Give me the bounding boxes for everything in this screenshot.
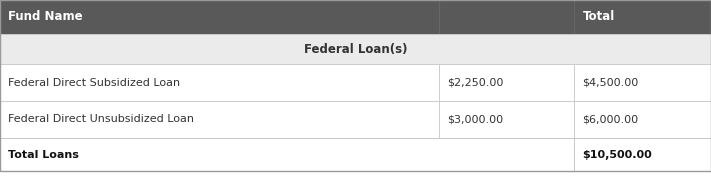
Text: $2,250.00: $2,250.00 bbox=[447, 77, 503, 87]
Text: Fund Name: Fund Name bbox=[8, 10, 82, 24]
Text: Federal Loan(s): Federal Loan(s) bbox=[304, 43, 407, 56]
Bar bbox=[0, 34, 711, 64]
Bar bbox=[574, 138, 711, 171]
Bar bbox=[574, 64, 711, 101]
Text: $6,000.00: $6,000.00 bbox=[582, 115, 638, 125]
Bar bbox=[0, 64, 439, 101]
Text: $10,500.00: $10,500.00 bbox=[582, 150, 652, 159]
Text: Total: Total bbox=[582, 10, 615, 24]
Text: $3,000.00: $3,000.00 bbox=[447, 115, 503, 125]
Bar bbox=[574, 101, 711, 138]
Text: Federal Direct Subsidized Loan: Federal Direct Subsidized Loan bbox=[8, 77, 180, 87]
Bar bbox=[0, 101, 439, 138]
Text: Total Loans: Total Loans bbox=[8, 150, 79, 159]
Bar bbox=[439, 0, 574, 34]
Text: Federal Direct Unsubsidized Loan: Federal Direct Unsubsidized Loan bbox=[8, 115, 194, 125]
Text: $4,500.00: $4,500.00 bbox=[582, 77, 638, 87]
Bar bbox=[439, 64, 574, 101]
Bar bbox=[0, 0, 439, 34]
Bar bbox=[574, 0, 711, 34]
Bar bbox=[0, 138, 574, 171]
Bar bbox=[439, 101, 574, 138]
